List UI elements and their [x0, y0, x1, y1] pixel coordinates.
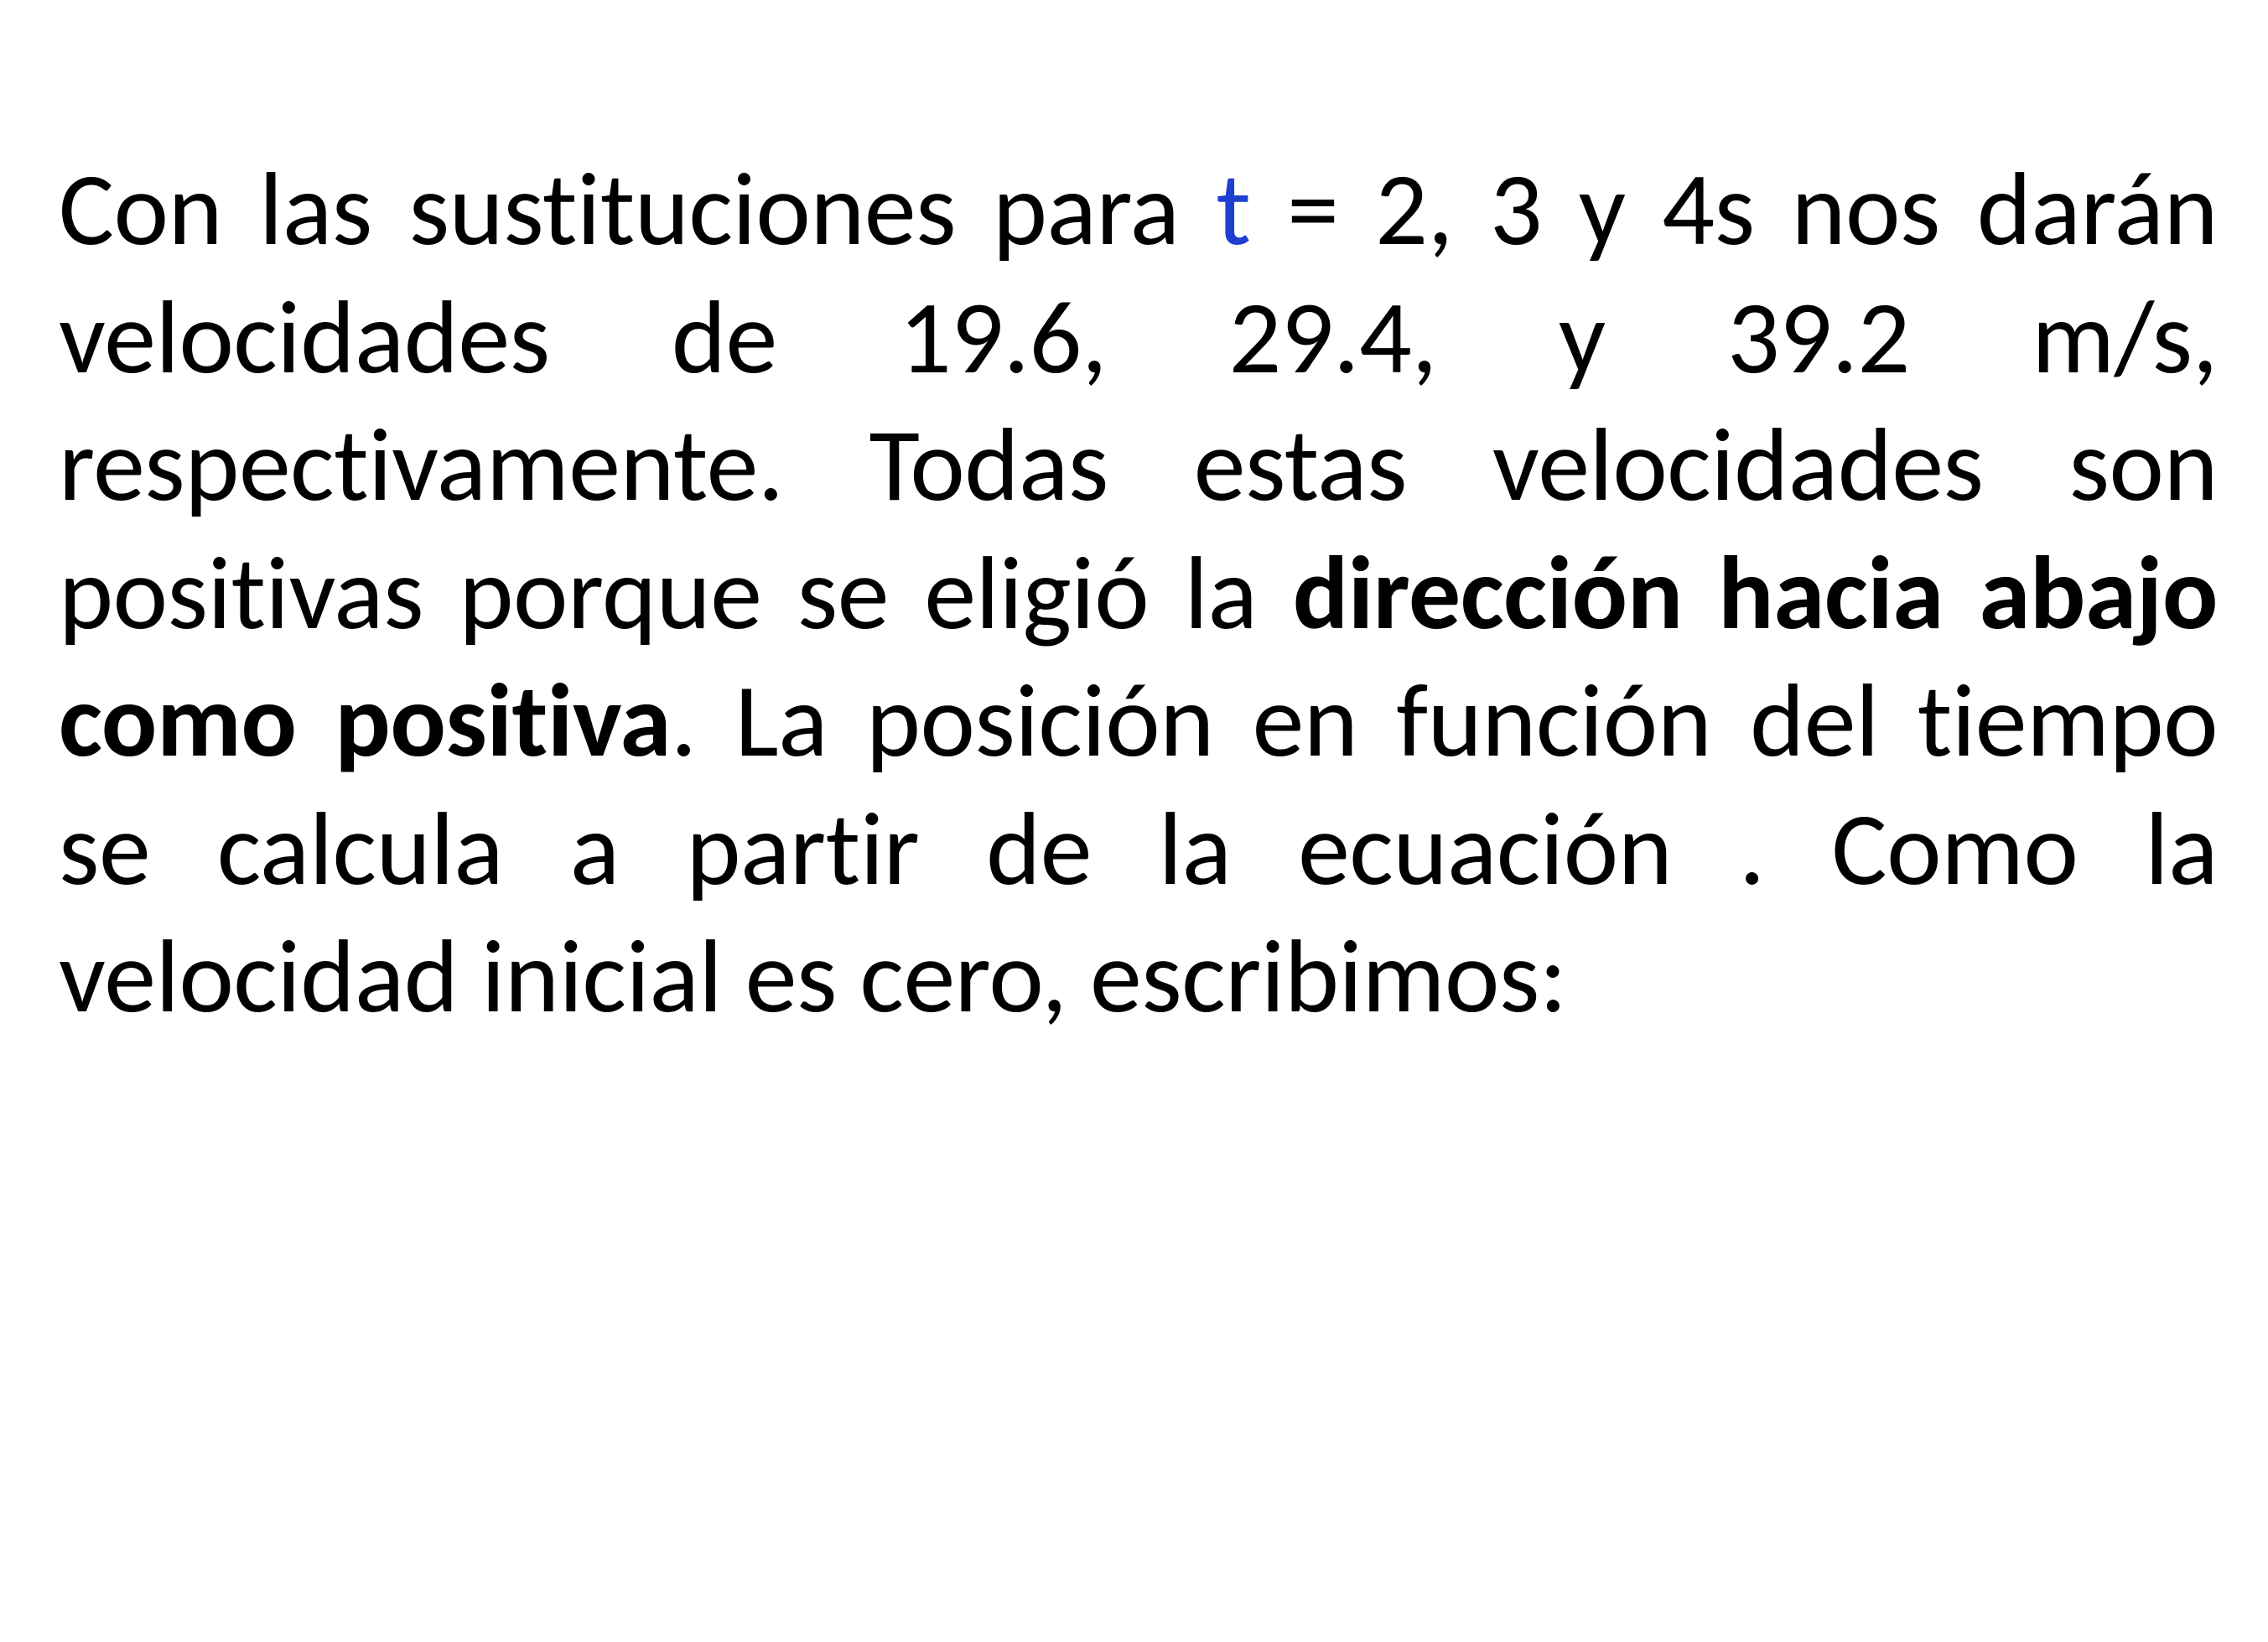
- slide-page: Con las sustituciones para t = 2, 3 y 4s…: [0, 0, 2268, 1187]
- variable-t: t: [1216, 146, 1250, 273]
- body-paragraph: Con las sustituciones para t = 2, 3 y 4s…: [59, 146, 2218, 1042]
- text-segment-1: Con las sustituciones para: [59, 146, 1216, 273]
